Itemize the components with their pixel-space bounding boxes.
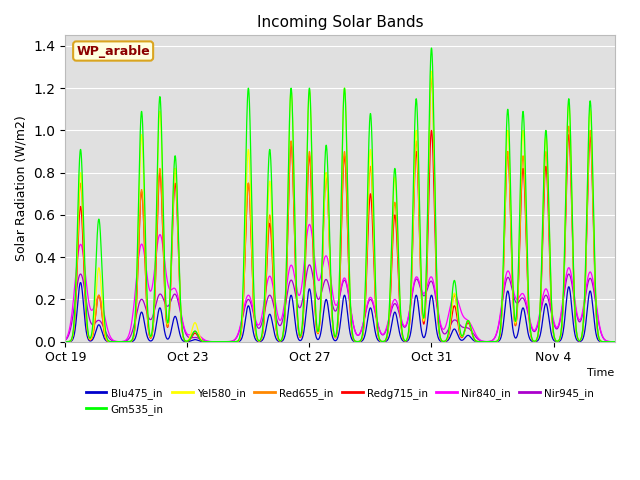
- Y-axis label: Solar Radiation (W/m2): Solar Radiation (W/m2): [15, 116, 28, 262]
- Red655_in: [61, 339, 69, 345]
- Blu475_in: [61, 339, 69, 345]
- Gm535_in: [495, 336, 503, 341]
- Yel580_in: [495, 336, 503, 341]
- Blu475_in: [77, 280, 84, 286]
- Nir945_in: [602, 337, 609, 343]
- Redg715_in: [218, 339, 225, 345]
- Nir945_in: [93, 318, 100, 324]
- Red655_in: [602, 339, 609, 345]
- Nir840_in: [93, 296, 100, 302]
- Gm535_in: [208, 339, 216, 345]
- Yel580_in: [61, 339, 69, 345]
- Blu475_in: [397, 336, 405, 341]
- Blu475_in: [218, 339, 225, 345]
- Nir840_in: [306, 221, 314, 227]
- Nir945_in: [208, 339, 216, 345]
- Gm535_in: [611, 339, 618, 345]
- Yel580_in: [602, 339, 609, 345]
- Gm535_in: [602, 339, 609, 345]
- Nir945_in: [397, 318, 405, 324]
- Nir945_in: [216, 339, 224, 345]
- Redg715_in: [428, 128, 435, 133]
- Gm535_in: [93, 243, 100, 249]
- Nir945_in: [61, 337, 69, 343]
- Gm535_in: [397, 320, 405, 326]
- Blu475_in: [209, 339, 216, 345]
- Gm535_in: [428, 45, 435, 51]
- Blu475_in: [495, 338, 503, 344]
- Gm535_in: [61, 339, 69, 345]
- Text: WP_arable: WP_arable: [76, 45, 150, 58]
- Nir840_in: [602, 337, 609, 343]
- Line: Nir840_in: Nir840_in: [65, 224, 614, 342]
- Blu475_in: [406, 335, 413, 341]
- Redg715_in: [406, 324, 413, 329]
- Nir945_in: [306, 262, 314, 268]
- Redg715_in: [93, 302, 100, 308]
- Redg715_in: [602, 339, 609, 345]
- Yel580_in: [93, 281, 100, 287]
- Nir945_in: [611, 339, 618, 345]
- Nir840_in: [208, 339, 216, 345]
- Blu475_in: [611, 339, 618, 345]
- Nir840_in: [406, 308, 413, 314]
- Yel580_in: [218, 339, 225, 345]
- Yel580_in: [208, 339, 216, 345]
- Line: Yel580_in: Yel580_in: [65, 71, 614, 342]
- Yel580_in: [397, 321, 405, 327]
- Redg715_in: [61, 339, 69, 345]
- Redg715_in: [208, 339, 216, 345]
- Nir840_in: [611, 339, 618, 345]
- Red655_in: [428, 75, 435, 81]
- Red655_in: [611, 339, 618, 345]
- Blu475_in: [602, 339, 609, 345]
- Gm535_in: [406, 319, 413, 325]
- Blu475_in: [93, 325, 100, 331]
- Redg715_in: [611, 339, 618, 345]
- Gm535_in: [217, 339, 225, 345]
- Red655_in: [208, 339, 216, 345]
- Nir840_in: [495, 320, 503, 325]
- Line: Redg715_in: Redg715_in: [65, 131, 614, 342]
- Yel580_in: [406, 322, 413, 328]
- Red655_in: [495, 336, 503, 342]
- Yel580_in: [428, 68, 435, 74]
- Line: Blu475_in: Blu475_in: [65, 283, 614, 342]
- Nir945_in: [406, 309, 413, 315]
- Line: Nir945_in: Nir945_in: [65, 265, 614, 342]
- Nir945_in: [495, 322, 503, 327]
- Red655_in: [93, 302, 100, 308]
- Redg715_in: [495, 336, 503, 342]
- Redg715_in: [397, 325, 405, 331]
- Red655_in: [406, 323, 413, 328]
- Nir840_in: [61, 337, 69, 343]
- Line: Red655_in: Red655_in: [65, 78, 614, 342]
- Nir840_in: [397, 316, 405, 322]
- Line: Gm535_in: Gm535_in: [65, 48, 614, 342]
- Red655_in: [218, 339, 225, 345]
- Title: Incoming Solar Bands: Incoming Solar Bands: [257, 15, 423, 30]
- Red655_in: [397, 324, 405, 330]
- Yel580_in: [611, 339, 618, 345]
- Text: Time: Time: [588, 368, 614, 378]
- Nir840_in: [217, 339, 225, 345]
- Legend: Blu475_in, Gm535_in, Yel580_in, Red655_in, Redg715_in, Nir840_in, Nir945_in: Blu475_in, Gm535_in, Yel580_in, Red655_i…: [81, 384, 598, 419]
